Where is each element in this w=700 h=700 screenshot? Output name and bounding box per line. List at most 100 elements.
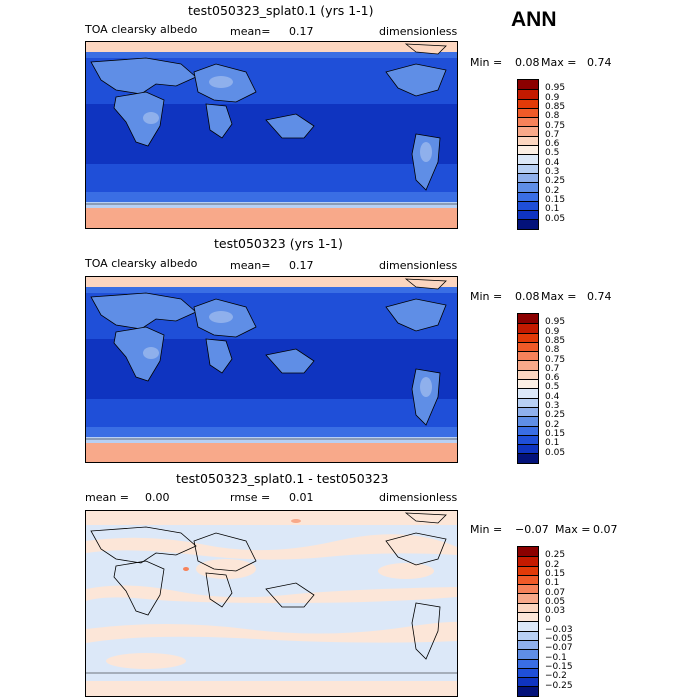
panel-3-min-value: −0.07 — [515, 523, 549, 536]
panel-2-colorbar — [517, 313, 539, 464]
colorbar-tick-label: 0.95 — [545, 83, 566, 94]
panel-1-map — [85, 41, 458, 229]
colorbar-swatch — [518, 200, 538, 211]
colorbar-swatch — [518, 434, 538, 445]
colorbar-tick-label: 0.1 — [545, 438, 560, 449]
colorbar-tick-label: 0.05 — [545, 447, 566, 458]
panel-1-title: test050323_splat0.1 (yrs 1-1) — [188, 3, 374, 18]
panel-2-mean-label: mean= — [230, 259, 271, 272]
colorbar-tick-label: −0.07 — [545, 643, 573, 654]
colorbar-swatch — [518, 612, 538, 622]
colorbar-swatch — [518, 341, 538, 352]
colorbar-tick-label: 0.05 — [545, 213, 566, 224]
colorbar-swatch — [518, 145, 538, 155]
colorbar-tick-label: 0.25 — [545, 176, 566, 187]
panel-3-mean-value: 0.00 — [145, 491, 170, 504]
colorbar-tick-label: 0.7 — [545, 129, 560, 140]
colorbar-tick-label: 0.03 — [545, 606, 566, 617]
panel-3-title: test050323_splat0.1 - test050323 — [176, 471, 389, 486]
colorbar-tick-label: 0.8 — [545, 345, 560, 356]
colorbar-tick-label: 0.2 — [545, 419, 560, 430]
colorbar-tick-label: −0.03 — [545, 624, 573, 635]
season-label: ANN — [511, 8, 557, 31]
colorbar-tick-label: 0.8 — [545, 111, 560, 122]
panel-2-max-value: 0.74 — [587, 290, 612, 303]
panel-3-max-label: Max = — [555, 523, 591, 536]
colorbar-swatch — [518, 182, 538, 192]
panel-3-rmse-value: 0.01 — [289, 491, 314, 504]
colorbar-swatch — [518, 630, 538, 640]
colorbar-tick-label: 0.25 — [545, 410, 566, 421]
colorbar-tick-label: 0.2 — [545, 559, 560, 570]
colorbar-tick-label: 0.3 — [545, 401, 560, 411]
colorbar-tick-label: 0.25 — [545, 550, 566, 561]
panel-2-units-label: dimensionless — [379, 259, 458, 272]
colorbar-swatch — [518, 584, 538, 594]
colorbar-tick-label: 0.15 — [545, 568, 566, 579]
colorbar-tick-label: 0.2 — [545, 185, 560, 196]
colorbar-tick-label: −0.15 — [545, 661, 573, 672]
colorbar-swatch — [518, 210, 538, 220]
colorbar-tick-label: 0.9 — [545, 92, 560, 103]
colorbar-swatch — [518, 667, 538, 678]
colorbar-swatch — [518, 639, 538, 650]
colorbar-swatch — [518, 565, 538, 575]
colorbar-swatch — [518, 453, 538, 463]
colorbar-swatch — [518, 444, 538, 454]
colorbar-tick-label: 0.5 — [545, 148, 560, 159]
panel-3-rmse-label: rmse = — [230, 491, 271, 504]
colorbar-swatch — [518, 126, 538, 136]
colorbar-swatch — [518, 163, 538, 173]
panel-1-min-label: Min = — [470, 56, 503, 69]
colorbar-swatch — [518, 351, 538, 361]
colorbar-swatch — [518, 369, 538, 380]
colorbar-tick-label: −0.2 — [545, 671, 567, 682]
colorbar-tick-label: 0.07 — [545, 587, 566, 598]
colorbar-swatch — [518, 98, 538, 108]
colorbar-swatch — [518, 191, 538, 201]
panel-2-min-value: 0.08 — [515, 290, 540, 303]
panel-1-max-label: Max = — [541, 56, 577, 69]
colorbar-swatch — [518, 89, 538, 99]
panel-3-units-label: dimensionless — [379, 491, 458, 504]
colorbar-tick-label: 0.9 — [545, 326, 560, 337]
colorbar-swatch — [518, 117, 538, 127]
colorbar-tick-label: 0.1 — [545, 578, 560, 589]
colorbar-tick-label: 0.4 — [545, 391, 560, 402]
colorbar-swatch — [518, 602, 538, 613]
colorbar-tick-label: −0.05 — [545, 634, 573, 644]
colorbar-swatch — [518, 686, 538, 696]
colorbar-swatch — [518, 107, 538, 118]
colorbar-tick-label: 0.75 — [545, 120, 566, 131]
colorbar-tick-label: 0.6 — [545, 373, 560, 384]
colorbar-tick-label: 0.85 — [545, 101, 566, 112]
panel-1-units-label: dimensionless — [379, 25, 458, 38]
colorbar-swatch — [518, 406, 538, 417]
panel-2-map — [85, 276, 458, 463]
panel-1-mean-value: 0.17 — [289, 25, 314, 38]
colorbar-swatch — [518, 360, 538, 370]
colorbar-swatch — [518, 425, 538, 435]
colorbar-swatch — [518, 379, 538, 389]
colorbar-swatch — [518, 154, 538, 164]
colorbar-swatch — [518, 323, 538, 333]
panel-1-colorbar — [517, 79, 539, 230]
colorbar-swatch — [518, 574, 538, 585]
panel-2-max-label: Max = — [541, 290, 577, 303]
colorbar-swatch — [518, 416, 538, 426]
panel-2-mean-value: 0.17 — [289, 259, 314, 272]
colorbar-swatch — [518, 172, 538, 183]
colorbar-tick-label: −0.25 — [545, 680, 573, 691]
colorbar-tick-label: 0.7 — [545, 363, 560, 374]
panel-1-variable-label: TOA clearsky albedo — [85, 23, 198, 36]
colorbar-swatch — [518, 135, 538, 146]
colorbar-tick-label: 0.05 — [545, 596, 566, 607]
colorbar-tick-label: 0.4 — [545, 157, 560, 168]
colorbar-tick-label: 0.15 — [545, 194, 566, 205]
colorbar-swatch — [518, 219, 538, 229]
panel-3-mean-label: mean = — [85, 491, 129, 504]
colorbar-tick-label: 0.75 — [545, 354, 566, 365]
panel-1-mean-label: mean= — [230, 25, 271, 38]
panel-3-min-label: Min = — [470, 523, 503, 536]
colorbar-swatch — [518, 649, 538, 659]
